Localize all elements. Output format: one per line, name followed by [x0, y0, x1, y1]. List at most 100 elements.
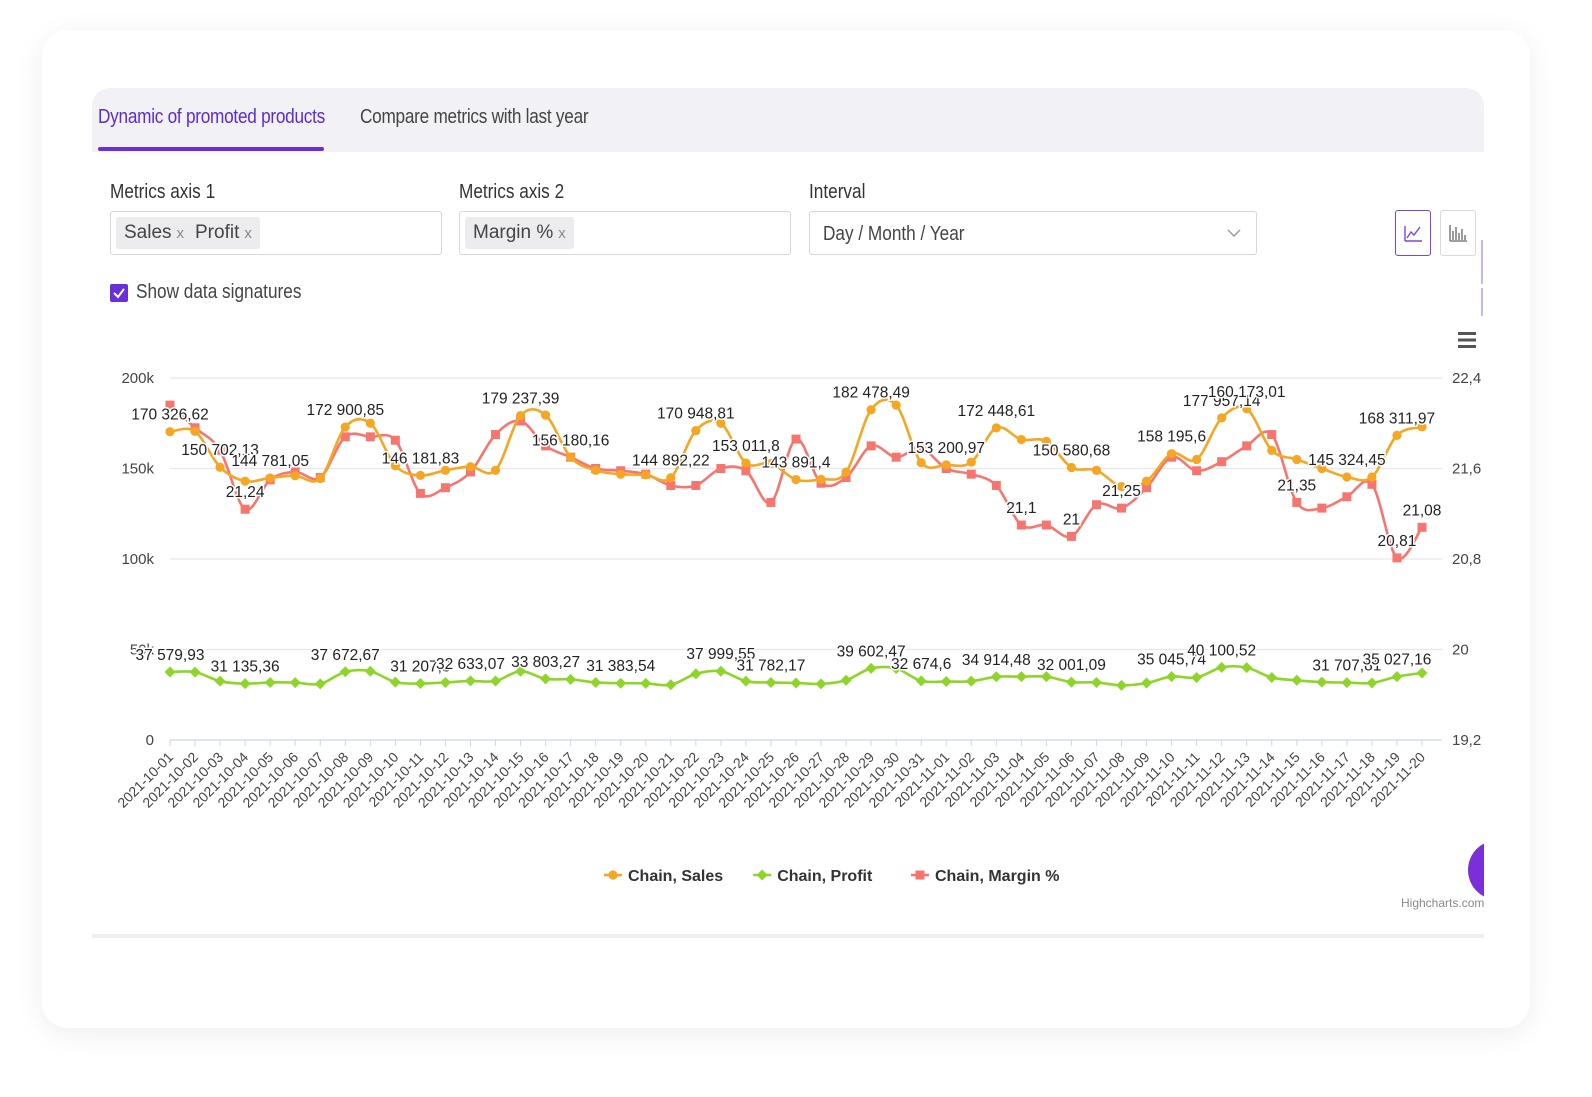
data-point [1141, 476, 1152, 486]
data-label: 21 [1063, 511, 1080, 528]
data-point [1341, 677, 1353, 689]
show-data-signatures-checkbox[interactable] [110, 284, 128, 302]
data-point [915, 675, 927, 687]
data-label: 31 383,54 [586, 658, 655, 675]
data-label: 33 803,27 [511, 654, 580, 671]
bar-chart-button[interactable] [1440, 210, 1476, 256]
data-label: 179 237,39 [482, 391, 560, 408]
chip-label: Sales [124, 222, 172, 243]
data-label: 168 311,97 [1359, 410, 1435, 427]
data-point [439, 676, 451, 688]
data-point [640, 677, 652, 689]
data-point [990, 671, 1002, 683]
data-label: 144 892,22 [632, 453, 710, 470]
data-point [390, 461, 400, 471]
data-point [691, 425, 701, 436]
y-right-tick-label: 20 [1452, 642, 1469, 659]
chip-remove-icon[interactable]: x [558, 225, 566, 242]
data-label: 37 579,93 [136, 647, 205, 664]
chip-profit[interactable]: Profit x [187, 217, 260, 249]
data-point [1391, 671, 1403, 683]
legend-item[interactable]: Chain, Sales [628, 868, 723, 885]
data-point [766, 458, 776, 469]
data-point [891, 400, 901, 410]
data-point [791, 474, 801, 485]
data-point [1317, 463, 1327, 474]
data-point [791, 434, 801, 444]
data-point [1242, 441, 1252, 451]
metrics-axis-1-select[interactable]: Sales x Profit x [110, 211, 442, 255]
data-point [214, 675, 226, 687]
data-point [741, 466, 751, 476]
show-data-signatures-label[interactable]: Show data signatures [136, 281, 302, 303]
data-point [365, 418, 375, 428]
data-point [164, 666, 176, 678]
data-point [490, 675, 502, 687]
data-point [1292, 454, 1302, 465]
menu-icon[interactable] [1458, 332, 1476, 348]
data-point [340, 432, 350, 442]
legend-marker [608, 870, 618, 880]
data-point [740, 675, 752, 687]
data-label: 172 900,85 [306, 402, 384, 419]
data-label: 172 448,61 [958, 403, 1036, 420]
data-label: 31 782,17 [736, 657, 805, 674]
interval-select[interactable]: Day / Month / Year [809, 211, 1257, 255]
active-tab-indicator [98, 147, 324, 151]
chip-remove-icon[interactable]: x [244, 225, 252, 242]
interval-value: Day / Month / Year [823, 223, 965, 245]
data-point [189, 666, 201, 678]
legend-item[interactable]: Chain, Profit [777, 868, 873, 885]
data-point [215, 462, 225, 472]
tab-dynamic-promoted-products[interactable]: Dynamic of promoted products [98, 106, 325, 128]
data-point [765, 676, 777, 688]
legend-item[interactable]: Chain, Margin % [935, 868, 1059, 885]
tab-compare-last-year[interactable]: Compare metrics with last year [360, 106, 589, 128]
data-point [215, 445, 225, 455]
data-label: 156 180,16 [532, 432, 610, 449]
y-left-tick-label: 0 [146, 732, 154, 749]
data-label: 150 702,13 [181, 442, 259, 459]
chip-margin[interactable]: Margin % x [465, 217, 574, 249]
data-label: 32 001,09 [1037, 657, 1106, 674]
data-point [616, 469, 626, 479]
data-point [465, 467, 475, 477]
data-label: 143 891,4 [762, 455, 831, 472]
y-right-tick-label: 22,4 [1452, 370, 1481, 387]
data-point [541, 410, 551, 420]
data-label: 170 326,62 [131, 407, 209, 424]
data-point [916, 458, 926, 468]
data-point [1392, 430, 1402, 440]
chart-panel: Dynamic of promoted products Compare met… [92, 88, 1484, 938]
data-point [265, 473, 275, 483]
data-label: 31 207,3 [390, 659, 450, 676]
chat-button[interactable] [1468, 840, 1484, 900]
data-point [841, 467, 851, 477]
metrics-axis-2-label: Metrics axis 2 [459, 181, 565, 203]
chip-sales[interactable]: Sales x [116, 217, 193, 249]
data-label: 153 200,97 [907, 440, 985, 457]
chip-remove-icon[interactable]: x [176, 225, 185, 242]
data-label: 31 135,36 [211, 659, 280, 676]
data-point [541, 441, 551, 451]
data-point [1216, 661, 1228, 673]
data-label: 21,1 [1006, 500, 1036, 517]
data-point [916, 443, 926, 453]
line-chart-button[interactable] [1395, 210, 1431, 256]
data-point [314, 678, 326, 690]
y-right-tick-label: 20,8 [1452, 551, 1481, 568]
metrics-axis-2-select[interactable]: Margin % x [459, 211, 791, 255]
data-point [941, 460, 951, 470]
data-label: 153 011,8 [712, 438, 780, 455]
data-point [1041, 436, 1051, 446]
data-label: 37 672,67 [311, 647, 380, 664]
data-point [1417, 422, 1427, 432]
chip-label: Margin % [473, 222, 554, 243]
data-point [866, 441, 876, 451]
data-point [1417, 522, 1427, 532]
data-point [1241, 662, 1253, 674]
highcharts-credit[interactable]: Highcharts.com [1401, 896, 1484, 910]
data-point [440, 465, 451, 475]
data-point [1367, 472, 1377, 482]
data-point [1267, 445, 1277, 455]
